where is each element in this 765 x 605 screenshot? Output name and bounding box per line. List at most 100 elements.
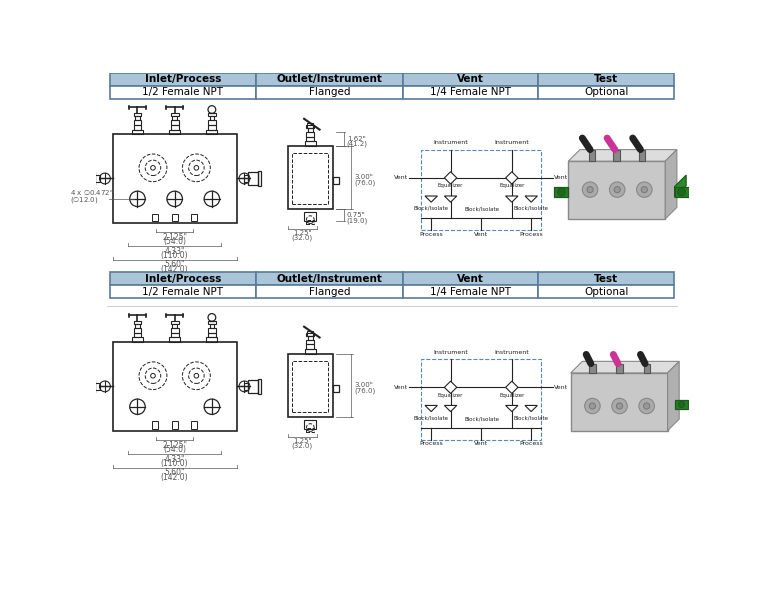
- Text: Flanged: Flanged: [309, 287, 350, 296]
- Bar: [135, 117, 140, 120]
- Bar: [308, 336, 313, 340]
- Text: Process: Process: [419, 232, 443, 237]
- Bar: [403, 272, 539, 285]
- Bar: [207, 129, 217, 134]
- Text: 5.60": 5.60": [164, 261, 185, 269]
- Bar: [191, 422, 197, 429]
- Text: Vent: Vent: [394, 175, 408, 180]
- Bar: [421, 149, 542, 231]
- Bar: [112, 342, 236, 431]
- Bar: [169, 338, 180, 342]
- Bar: [305, 141, 316, 146]
- Bar: [539, 73, 674, 86]
- Bar: [539, 86, 674, 99]
- Bar: [134, 120, 142, 125]
- Text: Optional: Optional: [584, 287, 628, 296]
- Text: Process: Process: [519, 232, 543, 237]
- Text: Optional: Optional: [584, 87, 628, 97]
- Circle shape: [558, 188, 565, 196]
- Polygon shape: [668, 361, 679, 431]
- Text: Instrument: Instrument: [494, 350, 529, 355]
- Text: (54.0): (54.0): [163, 237, 186, 246]
- Polygon shape: [571, 361, 679, 373]
- Bar: [112, 134, 236, 223]
- Bar: [171, 329, 178, 333]
- Text: 1/2 Female NPT: 1/2 Female NPT: [142, 87, 223, 97]
- Bar: [588, 149, 594, 161]
- Text: (142.0): (142.0): [161, 265, 188, 274]
- Bar: [304, 420, 317, 429]
- Text: 1/4 Female NPT: 1/4 Female NPT: [430, 87, 511, 97]
- Bar: [132, 338, 143, 342]
- Text: Process: Process: [519, 441, 543, 446]
- Bar: [134, 113, 142, 117]
- Circle shape: [639, 398, 654, 414]
- Bar: [171, 422, 177, 429]
- Text: Outlet/Instrument: Outlet/Instrument: [277, 74, 382, 84]
- Text: Instrument: Instrument: [494, 140, 529, 145]
- Bar: [308, 332, 314, 336]
- Bar: [95, 382, 99, 390]
- Text: 5.60": 5.60": [164, 468, 185, 477]
- Bar: [307, 428, 314, 432]
- Bar: [307, 333, 314, 336]
- Circle shape: [636, 182, 652, 197]
- Bar: [307, 344, 314, 349]
- Text: 1/4 Female NPT: 1/4 Female NPT: [430, 287, 511, 296]
- Text: Equalizer: Equalizer: [499, 393, 525, 397]
- Polygon shape: [568, 149, 677, 161]
- Bar: [132, 129, 143, 134]
- Text: Inlet/Process: Inlet/Process: [145, 273, 221, 284]
- Text: Flanged: Flanged: [309, 87, 350, 97]
- FancyBboxPatch shape: [568, 161, 666, 219]
- Circle shape: [641, 186, 647, 193]
- Bar: [152, 422, 158, 429]
- Text: Block/Isolate: Block/Isolate: [414, 206, 449, 211]
- Bar: [288, 146, 333, 209]
- Polygon shape: [525, 405, 537, 411]
- Bar: [256, 272, 403, 285]
- Bar: [171, 120, 178, 125]
- Bar: [109, 86, 256, 99]
- Bar: [109, 73, 256, 86]
- Bar: [403, 73, 539, 86]
- FancyBboxPatch shape: [571, 373, 668, 431]
- Circle shape: [678, 188, 685, 196]
- Circle shape: [582, 182, 597, 197]
- Bar: [82, 171, 86, 186]
- Text: 4.33": 4.33": [164, 454, 185, 463]
- Text: 2.125": 2.125": [162, 440, 187, 450]
- Polygon shape: [506, 172, 518, 184]
- Bar: [305, 349, 316, 354]
- Bar: [208, 113, 216, 117]
- Polygon shape: [444, 196, 457, 202]
- Bar: [256, 86, 403, 99]
- Bar: [304, 212, 317, 221]
- Bar: [258, 171, 262, 186]
- Polygon shape: [444, 172, 457, 184]
- Text: 1.62": 1.62": [347, 136, 366, 142]
- Polygon shape: [675, 175, 686, 197]
- Bar: [256, 285, 403, 298]
- Bar: [135, 324, 140, 329]
- Bar: [191, 214, 197, 221]
- Bar: [614, 149, 620, 161]
- Text: Test: Test: [594, 74, 618, 84]
- Text: Equalizer: Equalizer: [499, 183, 525, 188]
- Bar: [675, 400, 688, 409]
- Text: (41.2): (41.2): [347, 141, 368, 148]
- Text: Vent: Vent: [555, 175, 568, 180]
- Bar: [134, 333, 142, 338]
- Bar: [292, 154, 328, 204]
- Bar: [307, 220, 314, 224]
- Bar: [169, 129, 180, 134]
- Text: (19.0): (19.0): [347, 217, 368, 224]
- Bar: [333, 385, 339, 392]
- Circle shape: [614, 186, 620, 193]
- Bar: [639, 149, 645, 161]
- Polygon shape: [444, 405, 457, 411]
- Text: Block/Isolate: Block/Isolate: [464, 207, 499, 212]
- Bar: [403, 86, 539, 99]
- Bar: [617, 364, 623, 373]
- Bar: [307, 132, 314, 137]
